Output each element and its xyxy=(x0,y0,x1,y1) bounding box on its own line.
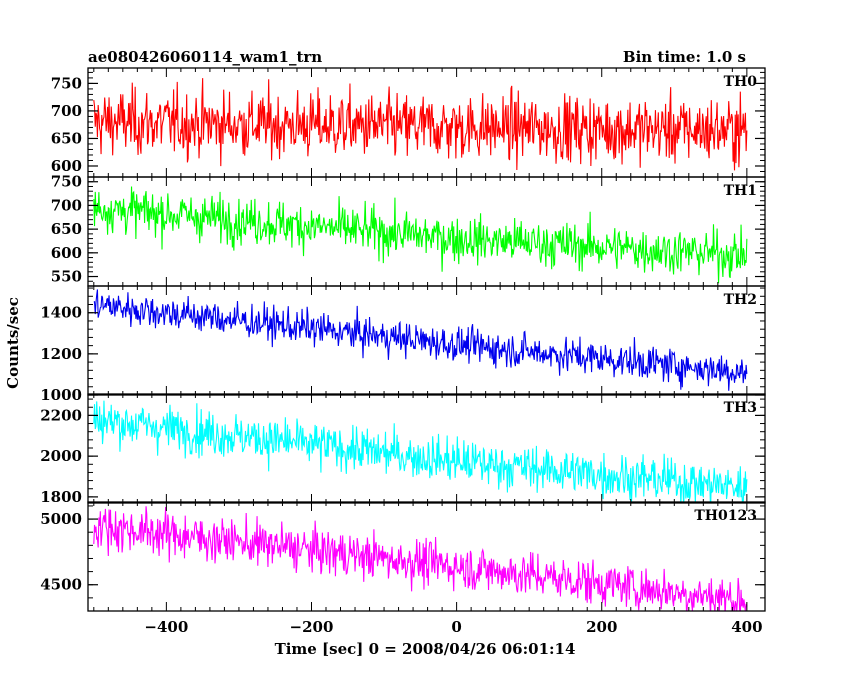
y-tick-label: 1000 xyxy=(40,386,82,404)
figure-title: ae080426060114_wam1_trn xyxy=(88,48,322,66)
series-line-th3 xyxy=(93,400,748,503)
x-tick-label: −200 xyxy=(290,618,334,636)
panel-frame xyxy=(87,501,766,612)
x-tick-label: 200 xyxy=(586,618,617,636)
series-line-th1 xyxy=(93,186,748,284)
y-tick-label: 4500 xyxy=(40,576,82,594)
y-tick-label: 1800 xyxy=(40,488,82,506)
panel-label-th2: TH2 xyxy=(724,292,757,308)
panel-th1: 550 600 650 700 750 TH1 xyxy=(51,173,766,287)
panel-label-th1: TH1 xyxy=(724,183,757,199)
x-axis: −400 −200 0 200 400 xyxy=(144,618,762,636)
panel-th0: 600 650 700 750 TH0 xyxy=(51,67,766,178)
x-axis-label: Time [sec] 0 = 2008/04/26 06:01:14 xyxy=(275,640,576,658)
y-tick-label: 600 xyxy=(51,244,82,262)
y-tick-label: 1200 xyxy=(40,345,82,363)
series-line-th2 xyxy=(93,289,748,391)
y-tick-label: 2200 xyxy=(40,406,82,424)
bin-time-label: Bin time: 1.0 s xyxy=(623,48,746,66)
series-line-th0 xyxy=(93,78,748,171)
y-tick-label: 2000 xyxy=(40,447,82,465)
y-tick-label: 700 xyxy=(51,102,82,120)
y-tick-label: 750 xyxy=(51,74,82,92)
y-tick-label: 5000 xyxy=(40,510,82,528)
x-tick-label: 0 xyxy=(451,618,461,636)
y-axis-label: Counts/sec xyxy=(4,297,22,389)
y-tick-label: 750 xyxy=(51,173,82,191)
x-tick-label: 400 xyxy=(731,618,762,636)
series-line-th0123 xyxy=(93,506,748,611)
panels: 600 650 700 750 TH0 550 600 650 700 750 TH1 1000 120… xyxy=(40,67,766,612)
y-tick-label: 650 xyxy=(51,129,82,147)
panel-frame xyxy=(87,285,766,396)
y-tick-label: 600 xyxy=(51,157,82,175)
panel-label-th3: TH3 xyxy=(724,400,757,416)
y-tick-label: 700 xyxy=(51,196,82,214)
panel-th3: 1800 2000 2200 TH3 xyxy=(40,393,766,506)
panel-label-th0123: TH0123 xyxy=(694,508,757,524)
panel-th2: 1000 1200 1400 TH2 xyxy=(40,285,766,404)
panel-frame xyxy=(87,393,766,504)
x-tick-label: −400 xyxy=(144,618,188,636)
panel-label-th0: TH0 xyxy=(724,74,758,90)
y-tick-label: 1400 xyxy=(40,304,82,322)
y-tick-label: 550 xyxy=(51,268,82,286)
y-tick-label: 650 xyxy=(51,220,82,238)
panel-th0123: 4500 5000 TH0123 xyxy=(40,501,766,612)
